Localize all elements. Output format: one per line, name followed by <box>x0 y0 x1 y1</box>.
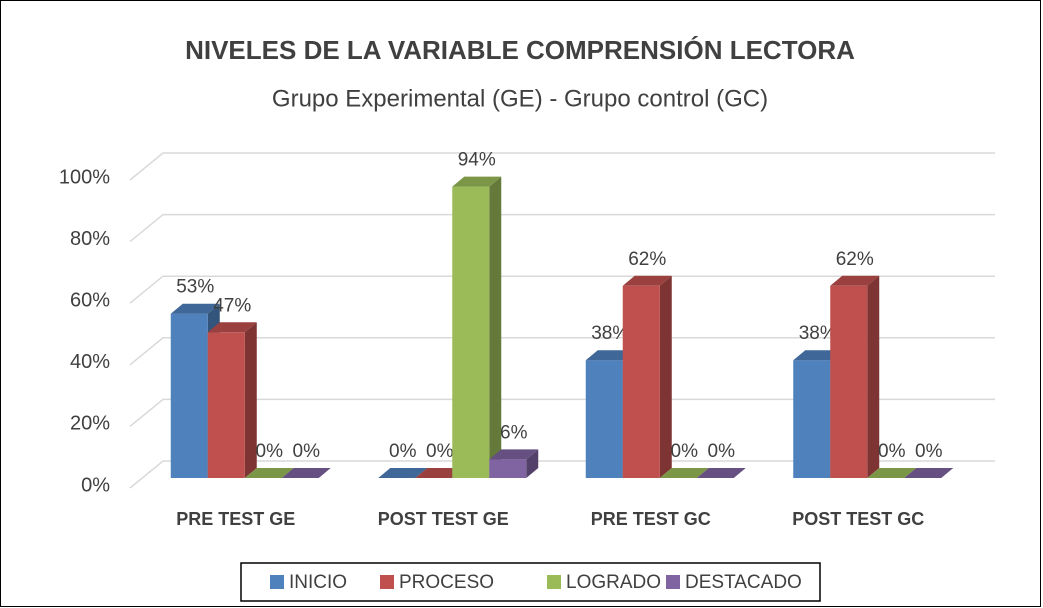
y-tick-label: 100% <box>59 166 110 188</box>
legend-label: DESTACADO <box>685 572 802 593</box>
data-label: 38% <box>591 323 629 344</box>
bar-side <box>867 275 880 478</box>
y-tick-label: 20% <box>70 413 110 435</box>
y-tick-label: 40% <box>70 351 110 373</box>
bar-top <box>793 350 843 361</box>
data-label: 0% <box>389 441 417 462</box>
bar <box>489 459 527 478</box>
bar-top <box>696 468 746 478</box>
grid-line <box>129 213 995 243</box>
legend-box <box>240 562 821 602</box>
bar <box>585 360 623 478</box>
data-label: 38% <box>799 323 837 344</box>
y-tick-label: 60% <box>70 289 110 311</box>
bar <box>830 285 868 478</box>
legend-label: PROCESO <box>399 572 494 593</box>
y-tick-label: 80% <box>70 228 110 250</box>
legend-label: LOGRADO <box>566 572 661 593</box>
chart-subtitle: Grupo Experimental (GE) - Grupo control … <box>272 85 768 112</box>
bar <box>793 360 831 478</box>
bar-top <box>659 468 709 478</box>
data-label: 0% <box>915 441 943 462</box>
data-label: 62% <box>836 249 874 270</box>
bar-top <box>585 350 635 361</box>
legend-swatch <box>666 575 680 589</box>
bar-top <box>830 275 880 286</box>
bar-top <box>415 468 465 478</box>
bar-top <box>622 275 672 286</box>
x-tick-label: POST TEST GE <box>378 509 509 529</box>
data-label: 94% <box>458 150 496 171</box>
x-tick-label: PRE TEST GC <box>591 509 711 529</box>
bar-side <box>659 275 672 478</box>
grid-line <box>129 398 995 427</box>
data-label: 0% <box>878 441 906 462</box>
bar-top <box>170 303 220 314</box>
bar-side <box>526 449 539 478</box>
bar-side <box>244 322 257 478</box>
bar <box>207 332 245 478</box>
y-tick-label: 0% <box>81 474 110 496</box>
bar-top <box>452 176 502 187</box>
bar <box>452 186 490 478</box>
grid-line <box>129 337 995 366</box>
bar-top <box>281 468 331 478</box>
bar-top <box>489 449 539 460</box>
bar-side <box>489 176 502 478</box>
data-label: 0% <box>256 441 284 462</box>
bar <box>170 313 208 478</box>
data-label: 47% <box>213 295 251 316</box>
bar <box>622 285 660 478</box>
bar-top <box>904 468 954 478</box>
data-label: 0% <box>708 441 736 462</box>
data-label: 62% <box>628 249 666 270</box>
chart-title: NIVELES DE LA VARIABLE COMPRENSIÓN LECTO… <box>185 35 855 65</box>
legend-swatch <box>270 575 284 589</box>
x-tick-label: POST TEST GC <box>792 509 924 529</box>
data-label: 0% <box>671 441 699 462</box>
grid-line <box>129 275 995 304</box>
data-label: 6% <box>500 422 528 443</box>
bar-top <box>244 468 294 478</box>
bar-top <box>207 322 257 333</box>
legend-swatch <box>547 575 561 589</box>
bar-top <box>867 468 917 478</box>
bar-top <box>378 468 428 478</box>
legend-swatch <box>380 575 394 589</box>
x-tick-label: PRE TEST GE <box>176 509 295 529</box>
grid-line <box>129 152 995 181</box>
data-label: 0% <box>293 441 321 462</box>
grid-line <box>129 460 995 489</box>
legend-label: INICIO <box>289 572 347 593</box>
data-label: 0% <box>426 441 454 462</box>
data-label: 53% <box>176 277 214 298</box>
